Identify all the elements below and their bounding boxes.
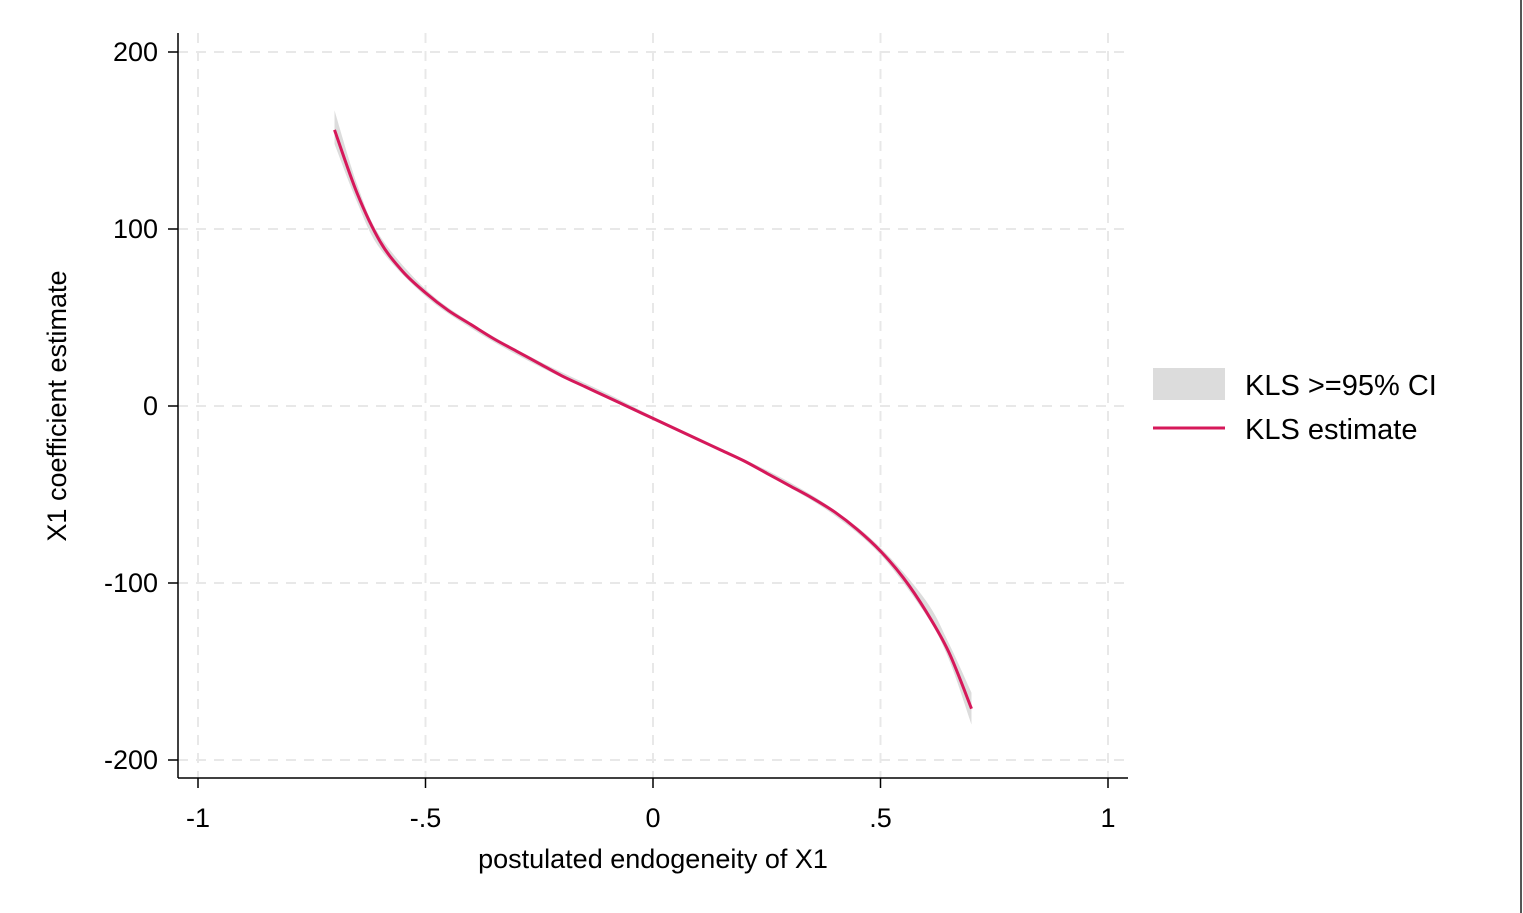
y-tick-label: 200 — [113, 37, 158, 67]
legend-estimate-label: KLS estimate — [1245, 414, 1417, 446]
legend-ci-label: KLS >=95% CI — [1245, 370, 1437, 402]
x-tick-label: .5 — [869, 803, 892, 833]
tick-labels: -1 -.5 0 .5 1 -200 -100 0 100 200 — [104, 37, 1116, 833]
x-tick-label: -.5 — [410, 803, 442, 833]
legend-ci-swatch — [1153, 368, 1225, 400]
legend: KLS >=95% CI KLS estimate — [1153, 368, 1437, 446]
x-tick-label: -1 — [186, 803, 210, 833]
y-tick-label: 100 — [113, 214, 158, 244]
axes — [168, 33, 1128, 788]
x-axis-title: postulated endogeneity of X1 — [478, 844, 828, 874]
y-axis-title: X1 coefficient estimate — [42, 270, 72, 541]
y-tick-label: -100 — [104, 568, 158, 598]
series-layer — [333, 110, 973, 725]
panel-border — [1520, 0, 1522, 913]
x-tick-label: 1 — [1100, 803, 1115, 833]
x-tick-label: 0 — [645, 803, 660, 833]
grid-lines — [178, 33, 1128, 778]
y-tick-label: 0 — [143, 391, 158, 421]
estimate-line — [333, 129, 973, 710]
y-tick-label: -200 — [104, 745, 158, 775]
